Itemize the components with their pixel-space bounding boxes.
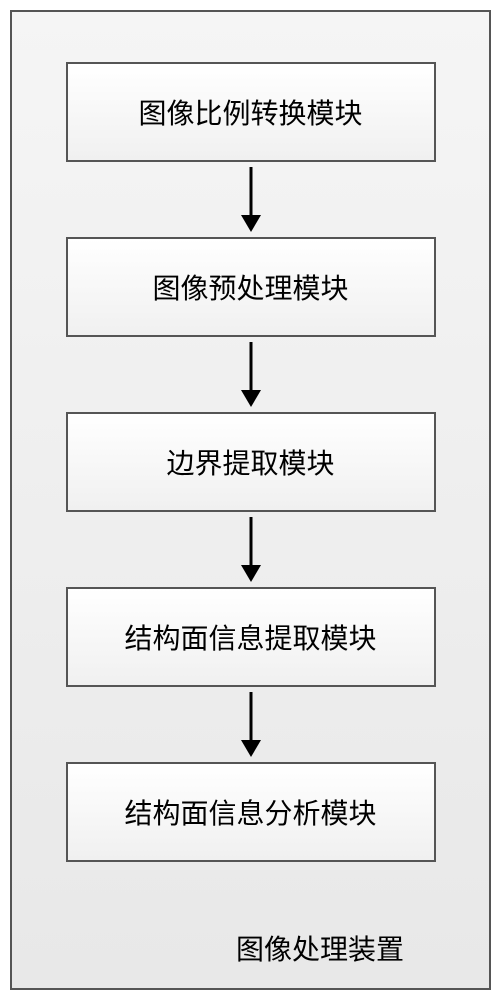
node-4-label: 结构面信息提取模块 (124, 617, 376, 657)
node-5-label: 结构面信息分析模块 (124, 792, 376, 832)
node-1-label: 图像比例转换模块 (138, 92, 362, 132)
node-2: 图像预处理模块 (66, 237, 436, 337)
arrow-down-icon (239, 167, 263, 232)
container-title: 图像处理装置 (236, 928, 404, 968)
arrow-down-icon (239, 342, 263, 407)
arrow-2 (239, 337, 263, 412)
node-5: 结构面信息分析模块 (66, 762, 436, 862)
container-title-text: 图像处理装置 (236, 935, 404, 966)
arrow-4 (239, 687, 263, 762)
node-4: 结构面信息提取模块 (66, 587, 436, 687)
arrow-3 (239, 512, 263, 587)
arrow-down-icon (239, 692, 263, 757)
flowchart-container: 图像比例转换模块 图像预处理模块 边界提取模块 结构面信息提取模块 (10, 10, 491, 990)
node-3-label: 边界提取模块 (166, 442, 334, 482)
node-3: 边界提取模块 (66, 412, 436, 512)
node-2-label: 图像预处理模块 (152, 267, 348, 307)
arrow-1 (239, 162, 263, 237)
arrow-down-icon (239, 517, 263, 582)
node-1: 图像比例转换模块 (66, 62, 436, 162)
